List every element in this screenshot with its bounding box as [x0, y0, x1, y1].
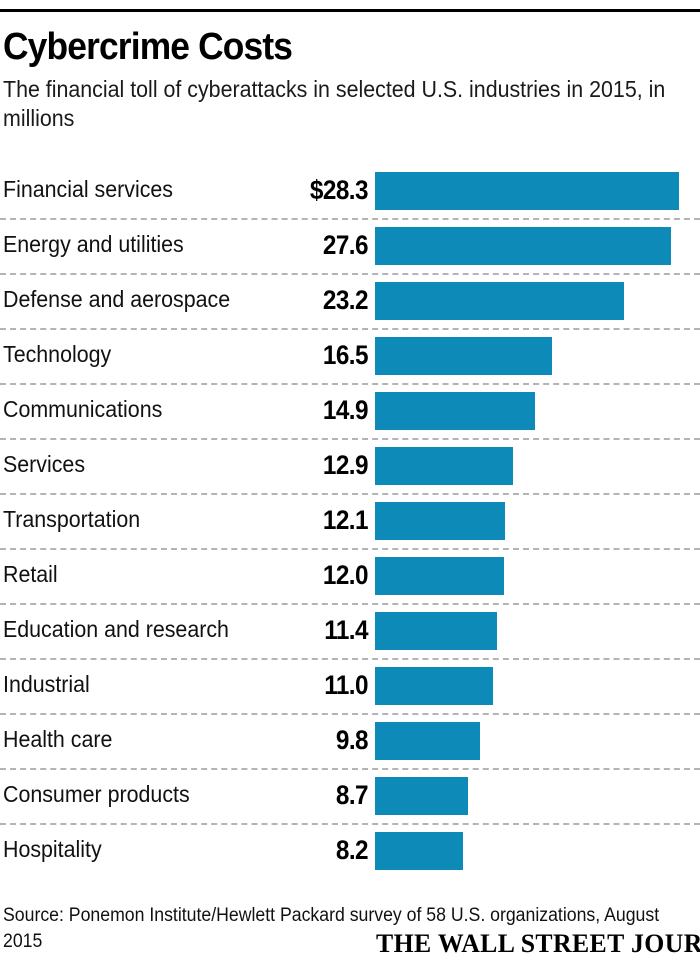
page-title: Cybercrime Costs	[3, 26, 293, 68]
bar-track	[375, 777, 697, 815]
bar	[375, 832, 463, 870]
category-label: Transportation	[3, 506, 141, 532]
chart-footer: Source: Ponemon Institute/Hewlett Packar…	[3, 903, 700, 958]
bar-track	[375, 392, 697, 430]
bar	[375, 337, 553, 375]
value-label: 23.2	[322, 285, 369, 315]
bar-track	[375, 722, 697, 760]
bar	[375, 557, 504, 595]
bar-track	[375, 832, 697, 870]
row-separator	[0, 658, 700, 660]
chart-header: Cybercrime Costs The financial toll of c…	[3, 26, 697, 133]
bar-row: Energy and utilities 27.6	[0, 218, 700, 273]
bar-row: Transportation 12.1	[0, 493, 700, 548]
row-separator	[0, 713, 700, 715]
value-label: 11.0	[324, 670, 368, 700]
bar-row: Communications 14.9	[0, 383, 700, 438]
bar	[375, 777, 469, 815]
category-label: Industrial	[3, 671, 90, 697]
bar-track	[375, 282, 697, 320]
bar-row: Defense and aerospace 23.2	[0, 273, 700, 328]
row-separator	[0, 218, 700, 220]
row-separator	[0, 383, 700, 385]
bar-row: Services 12.9	[0, 438, 700, 493]
value-label: $28.3	[309, 175, 369, 205]
bar	[375, 502, 505, 540]
bar-track	[375, 447, 697, 485]
bar	[375, 612, 498, 650]
bar-row: Technology 16.5	[0, 328, 700, 383]
row-separator	[0, 823, 700, 825]
row-separator	[0, 768, 700, 770]
top-rule	[0, 9, 700, 12]
bar-row: Financial services $28.3	[0, 163, 700, 218]
bar-row: Industrial 11.0	[0, 658, 700, 713]
category-label: Energy and utilities	[3, 231, 184, 257]
bar-track	[375, 227, 697, 265]
row-separator	[0, 603, 700, 605]
bar-track	[375, 172, 697, 210]
bar-track	[375, 502, 697, 540]
row-separator	[0, 548, 700, 550]
bar	[375, 722, 481, 760]
category-label: Technology	[3, 341, 112, 367]
category-label: Communications	[3, 396, 163, 422]
category-label: Education and research	[3, 616, 229, 642]
row-separator	[0, 493, 700, 495]
value-label: 9.8	[335, 725, 369, 755]
bar	[375, 282, 624, 320]
value-label: 8.2	[335, 835, 369, 865]
value-label: 8.7	[335, 780, 369, 810]
bar	[375, 667, 494, 705]
category-label: Health care	[3, 726, 113, 752]
category-label: Hospitality	[3, 836, 102, 862]
value-label: 27.6	[322, 230, 369, 260]
bar	[375, 172, 679, 210]
source-note: Source: Ponemon Institute/Hewlett Packar…	[3, 905, 660, 952]
wsj-logo: THE WALL STREET JOURNAL.	[376, 929, 700, 958]
value-label: 11.4	[324, 615, 368, 645]
bar	[375, 447, 514, 485]
bar-row: Health care 9.8	[0, 713, 700, 768]
bar-row: Hospitality 8.2	[0, 823, 700, 878]
row-separator	[0, 328, 700, 330]
chart-subtitle: The financial toll of cyberattacks in se…	[3, 76, 666, 131]
bar-row: Consumer products 8.7	[0, 768, 700, 823]
bar-rows-container: Financial services $28.3 Energy and utilit…	[0, 163, 700, 878]
bar-track	[375, 612, 697, 650]
bar	[375, 227, 672, 265]
value-label: 12.1	[322, 505, 369, 535]
bar-row: Retail 12.0	[0, 548, 700, 603]
value-label: 14.9	[322, 395, 369, 425]
category-label: Consumer products	[3, 781, 190, 807]
category-label: Retail	[3, 561, 58, 587]
value-label: 16.5	[322, 340, 369, 370]
row-separator	[0, 438, 700, 440]
category-label: Defense and aerospace	[3, 286, 231, 312]
category-label: Financial services	[3, 176, 174, 202]
bar	[375, 392, 535, 430]
category-label: Services	[3, 451, 86, 477]
value-label: 12.9	[322, 450, 369, 480]
value-label: 12.0	[322, 560, 369, 590]
row-separator	[0, 273, 700, 275]
bar-track	[375, 557, 697, 595]
bar-track	[375, 667, 697, 705]
bar-row: Education and research 11.4	[0, 603, 700, 658]
bar-track	[375, 337, 697, 375]
